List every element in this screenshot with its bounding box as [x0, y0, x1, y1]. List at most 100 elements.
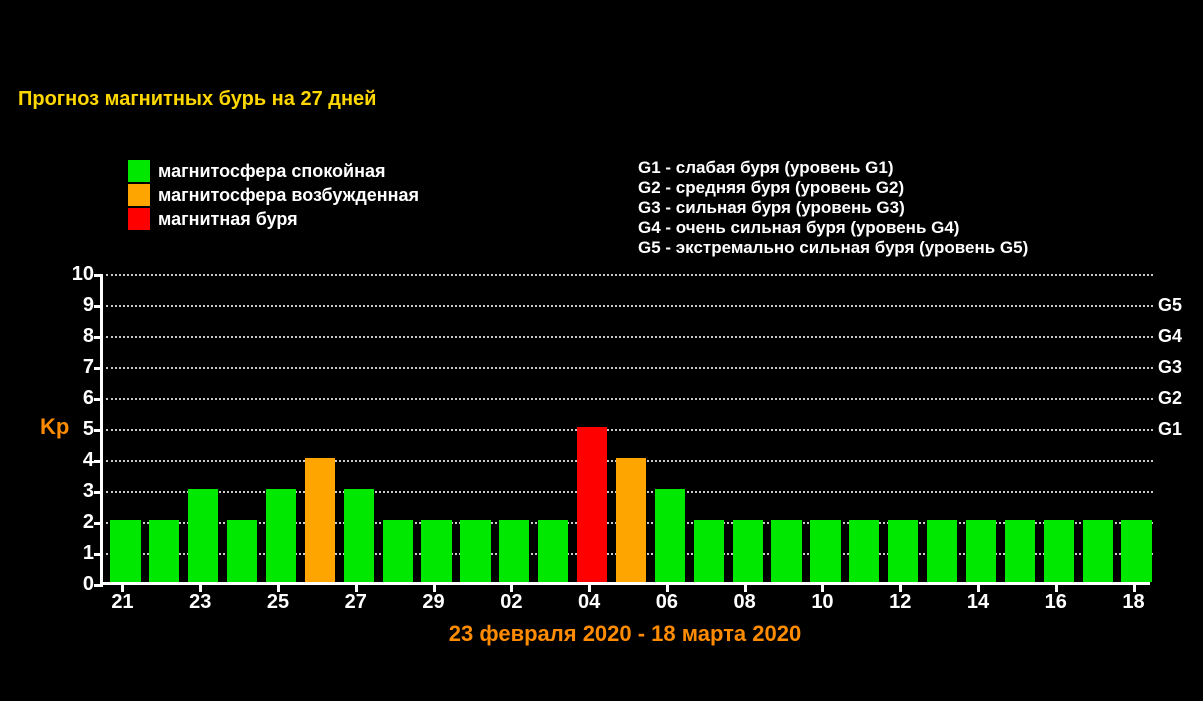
y-tick-label: 3 [60, 480, 94, 503]
data-bar [460, 520, 490, 582]
x-tick-mark [821, 585, 824, 592]
data-bar [849, 520, 879, 582]
data-bar [188, 489, 218, 582]
x-tick-label: 14 [967, 591, 989, 614]
x-tick-mark [666, 585, 669, 592]
x-tick-mark [277, 585, 280, 592]
x-tick-mark [899, 585, 902, 592]
legend-label: магнитосфера возбужденная [158, 185, 419, 206]
legend-swatch [128, 160, 150, 182]
y-tick-label: 2 [60, 511, 94, 534]
data-bar [266, 489, 296, 582]
data-bar [694, 520, 724, 582]
x-tick-label: 04 [578, 591, 600, 614]
y-tick-label: 1 [60, 542, 94, 565]
y-tick-mark [94, 491, 103, 494]
g-level-description: G2 - средняя буря (уровень G2) [638, 178, 1028, 198]
x-tick-label: 29 [422, 591, 444, 614]
x-tick-label: 21 [111, 591, 133, 614]
g-level-description: G5 - экстремально сильная буря (уровень … [638, 238, 1028, 258]
data-bar [305, 458, 335, 582]
x-tick-mark [199, 585, 202, 592]
y-tick-label: 7 [60, 356, 94, 379]
data-bar [499, 520, 529, 582]
x-axis-date-range: 23 февраля 2020 - 18 марта 2020 [449, 621, 801, 647]
g-scale-label: G1 [1158, 419, 1182, 440]
x-tick-mark [433, 585, 436, 592]
legend-swatch [128, 184, 150, 206]
y-tick-label: 5 [60, 418, 94, 441]
g-level-description: G1 - слабая буря (уровень G1) [638, 158, 1028, 178]
g-level-description: G4 - очень сильная буря (уровень G4) [638, 218, 1028, 238]
x-tick-label: 27 [345, 591, 367, 614]
x-tick-label: 02 [500, 591, 522, 614]
x-tick-mark [121, 585, 124, 592]
x-tick-mark [1133, 585, 1136, 592]
data-bar [1005, 520, 1035, 582]
x-tick-mark [1055, 585, 1058, 592]
y-tick-mark [94, 553, 103, 556]
y-tick-mark [94, 305, 103, 308]
g-scale-label: G2 [1158, 388, 1182, 409]
legend-right: G1 - слабая буря (уровень G1)G2 - средня… [638, 158, 1028, 258]
data-bar [1121, 520, 1151, 582]
legend-left: магнитосфера спокойная магнитосфера возбу… [128, 160, 419, 232]
data-bar [1083, 520, 1113, 582]
y-tick-mark [94, 429, 103, 432]
x-tick-label: 06 [656, 591, 678, 614]
data-bar [538, 520, 568, 582]
y-tick-label: 6 [60, 387, 94, 410]
data-bar [655, 489, 685, 582]
y-tick-mark [94, 367, 103, 370]
plot-area [100, 275, 1150, 585]
g-scale-label: G4 [1158, 326, 1182, 347]
g-scale-label: G5 [1158, 295, 1182, 316]
data-bar [110, 520, 140, 582]
g-level-description: G3 - сильная буря (уровень G3) [638, 198, 1028, 218]
page-title: Прогноз магнитных бурь на 27 дней [18, 88, 376, 111]
y-tick-mark [94, 522, 103, 525]
x-tick-mark [355, 585, 358, 592]
y-tick-label: 8 [60, 325, 94, 348]
legend-label: магнитосфера спокойная [158, 161, 386, 182]
y-tick-label: 10 [60, 263, 94, 286]
x-tick-label: 16 [1045, 591, 1067, 614]
x-tick-mark [510, 585, 513, 592]
data-bar [771, 520, 801, 582]
y-tick-mark [94, 398, 103, 401]
x-tick-label: 23 [189, 591, 211, 614]
y-tick-label: 4 [60, 449, 94, 472]
x-tick-mark [744, 585, 747, 592]
data-bar [1044, 520, 1074, 582]
legend-item: магнитосфера возбужденная [128, 184, 419, 206]
kp-forecast-chart: Kp 23 февраля 2020 - 18 марта 2020 01234… [40, 275, 1170, 675]
g-scale-label: G3 [1158, 357, 1182, 378]
y-tick-mark [94, 460, 103, 463]
legend-item: магнитная буря [128, 208, 419, 230]
data-bar [577, 427, 607, 582]
legend-swatch [128, 208, 150, 230]
y-tick-mark [94, 274, 103, 277]
y-tick-mark [94, 584, 103, 587]
data-bar [421, 520, 451, 582]
legend-item: магнитосфера спокойная [128, 160, 419, 182]
data-bar [383, 520, 413, 582]
data-bar [733, 520, 763, 582]
data-bar [344, 489, 374, 582]
x-tick-mark [977, 585, 980, 592]
y-tick-label: 9 [60, 294, 94, 317]
x-tick-label: 18 [1122, 591, 1144, 614]
legend-label: магнитная буря [158, 209, 298, 230]
data-bar [927, 520, 957, 582]
data-bar [888, 520, 918, 582]
x-tick-label: 08 [734, 591, 756, 614]
data-bar [227, 520, 257, 582]
data-bar [149, 520, 179, 582]
data-bar [810, 520, 840, 582]
x-tick-mark [588, 585, 591, 592]
x-tick-label: 10 [811, 591, 833, 614]
y-tick-mark [94, 336, 103, 339]
y-tick-label: 0 [60, 573, 94, 596]
x-tick-label: 12 [889, 591, 911, 614]
x-tick-label: 25 [267, 591, 289, 614]
